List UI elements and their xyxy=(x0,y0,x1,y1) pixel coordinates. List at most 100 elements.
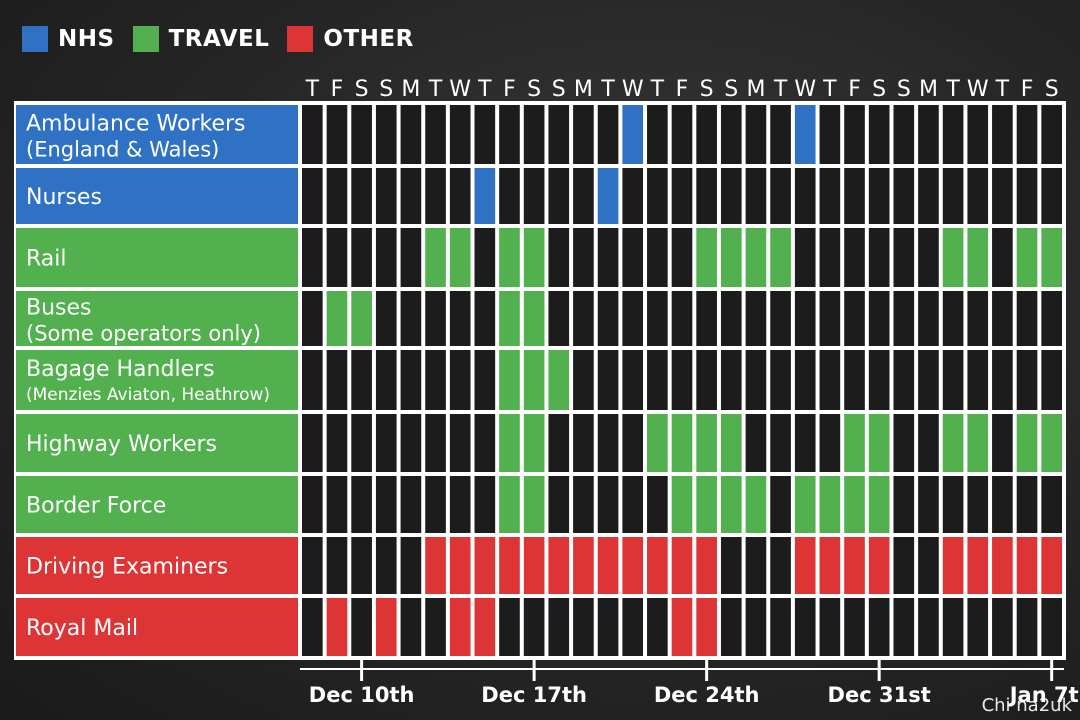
empty-day-cell xyxy=(499,598,520,656)
empty-day-cell xyxy=(745,598,767,656)
empty-day-cell xyxy=(400,476,422,533)
strike-day-cell xyxy=(720,414,742,472)
empty-day-cell xyxy=(548,228,570,287)
empty-day-cell xyxy=(474,291,496,346)
empty-day-cell xyxy=(819,168,841,224)
day-label: S xyxy=(897,77,911,102)
empty-day-cell xyxy=(523,168,545,224)
empty-day-cell xyxy=(745,291,767,346)
empty-day-cell xyxy=(597,350,619,410)
empty-day-cell xyxy=(794,598,816,656)
day-label: W xyxy=(622,77,644,102)
strike-day-cell xyxy=(1041,537,1062,594)
empty-day-cell xyxy=(302,168,323,224)
day-label: S xyxy=(1045,77,1059,102)
empty-day-cell xyxy=(1041,476,1062,533)
strike-day-cell xyxy=(696,228,717,287)
row-label-block xyxy=(16,476,298,533)
empty-day-cell xyxy=(326,228,348,287)
row-sublabel: (Menzies Aviaton, Heathrow) xyxy=(26,385,270,405)
empty-day-cell xyxy=(918,168,939,224)
empty-day-cell xyxy=(622,414,644,472)
empty-day-cell xyxy=(720,168,742,224)
empty-day-cell xyxy=(844,350,865,410)
empty-day-cell xyxy=(375,228,397,287)
empty-day-cell xyxy=(745,168,767,224)
strike-day-cell xyxy=(548,537,570,594)
empty-day-cell xyxy=(794,228,816,287)
empty-day-cell xyxy=(942,598,964,656)
strike-day-cell xyxy=(449,537,471,594)
empty-day-cell xyxy=(992,476,1013,533)
empty-day-cell xyxy=(868,291,890,346)
day-label: T xyxy=(428,77,443,102)
strike-day-cell xyxy=(351,291,372,346)
empty-day-cell xyxy=(942,350,964,410)
strike-day-cell xyxy=(794,476,816,533)
empty-day-cell xyxy=(918,105,939,164)
strike-day-cell xyxy=(696,476,717,533)
empty-day-cell xyxy=(893,476,915,533)
day-label: M xyxy=(919,77,938,102)
row-label: Nurses xyxy=(26,185,102,210)
empty-day-cell xyxy=(918,228,939,287)
day-label: M xyxy=(401,77,420,102)
empty-day-cell xyxy=(868,350,890,410)
day-label: F xyxy=(503,77,516,102)
day-label: W xyxy=(449,77,471,102)
empty-day-cell xyxy=(893,105,915,164)
empty-day-cell xyxy=(918,350,939,410)
day-label: T xyxy=(650,77,665,102)
empty-day-cell xyxy=(942,291,964,346)
strike-day-cell xyxy=(868,476,890,533)
empty-day-cell xyxy=(351,414,372,472)
legend-item-other: OTHER xyxy=(287,26,413,52)
strike-day-cell xyxy=(449,598,471,656)
strike-day-cell xyxy=(696,414,717,472)
strike-day-cell xyxy=(794,105,816,164)
empty-day-cell xyxy=(844,105,865,164)
empty-day-cell xyxy=(918,537,939,594)
empty-day-cell xyxy=(302,228,323,287)
empty-day-cell xyxy=(967,476,989,533)
strike-day-cell xyxy=(523,476,545,533)
empty-day-cell xyxy=(474,350,496,410)
empty-day-cell xyxy=(696,105,717,164)
empty-day-cell xyxy=(375,105,397,164)
strike-day-cell xyxy=(967,228,989,287)
empty-day-cell xyxy=(868,105,890,164)
empty-day-cell xyxy=(622,476,644,533)
empty-day-cell xyxy=(548,598,570,656)
empty-day-cell xyxy=(819,598,841,656)
empty-day-cell xyxy=(868,168,890,224)
strike-day-cell xyxy=(573,537,594,594)
strike-day-cell xyxy=(1041,228,1062,287)
empty-day-cell xyxy=(573,291,594,346)
empty-day-cell xyxy=(770,537,791,594)
row-label: Driving Examiners xyxy=(26,555,228,580)
empty-day-cell xyxy=(622,598,644,656)
strike-day-cell xyxy=(868,537,890,594)
empty-day-cell xyxy=(548,291,570,346)
empty-day-cell xyxy=(819,105,841,164)
row-sublabel: (Some operators only) xyxy=(26,322,261,346)
strike-day-cell xyxy=(622,537,644,594)
strike-day-cell xyxy=(696,537,717,594)
empty-day-cell xyxy=(425,291,446,346)
row-label-block xyxy=(16,105,298,164)
legend-swatch-other xyxy=(287,26,314,52)
legend-label-travel: TRAVEL xyxy=(168,26,270,52)
strike-day-cell xyxy=(499,476,520,533)
row-label-block xyxy=(16,291,298,346)
empty-day-cell xyxy=(942,105,964,164)
empty-day-cell xyxy=(375,168,397,224)
day-label: M xyxy=(746,77,765,102)
empty-day-cell xyxy=(794,168,816,224)
strike-day-cell xyxy=(523,414,545,472)
empty-day-cell xyxy=(893,291,915,346)
empty-day-cell xyxy=(770,598,791,656)
empty-day-cell xyxy=(868,598,890,656)
empty-day-cell xyxy=(302,291,323,346)
row-sublabel: (England & Wales) xyxy=(26,138,219,162)
